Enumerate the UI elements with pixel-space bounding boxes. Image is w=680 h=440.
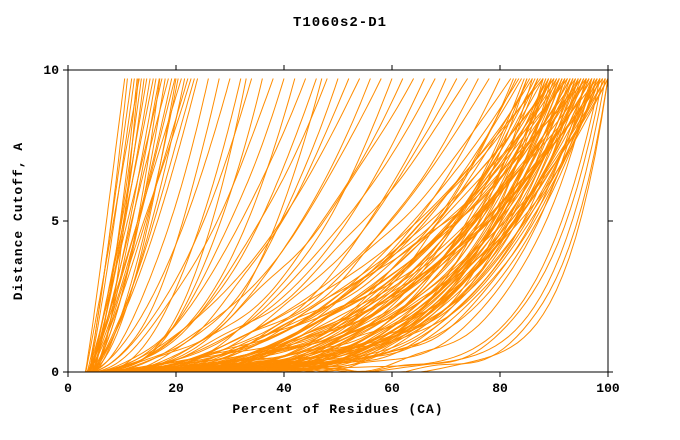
- y-tick-label: 5: [51, 214, 59, 229]
- model-curve: [90, 78, 415, 372]
- model-curve: [90, 78, 177, 372]
- model-curve: [92, 78, 436, 372]
- model-curve: [88, 78, 199, 372]
- model-curve: [85, 78, 140, 372]
- y-tick-label: 0: [51, 365, 59, 380]
- chart-title: T1060s2-D1: [293, 15, 387, 31]
- model-curve: [86, 78, 173, 372]
- model-curve: [86, 78, 590, 372]
- model-curve: [89, 78, 550, 372]
- y-tick-label: 10: [43, 63, 59, 78]
- axis-tick-labels: 0 20 40 60 80 100 0 5 10: [43, 63, 620, 396]
- model-curve: [85, 78, 161, 372]
- model-curve: [94, 78, 587, 372]
- model-curve: [89, 78, 593, 372]
- model-curve: [86, 78, 253, 372]
- model-curve: [90, 78, 574, 372]
- model-curve: [88, 78, 189, 372]
- x-tick-label: 20: [168, 381, 184, 396]
- model-curve: [89, 78, 544, 372]
- model-curve: [86, 78, 182, 372]
- model-curve: [88, 78, 361, 372]
- model-curve: [88, 78, 231, 372]
- x-tick-label: 0: [64, 381, 72, 396]
- model-curve: [84, 78, 126, 372]
- model-curve: [87, 78, 163, 372]
- model-curve: [90, 78, 186, 372]
- model-curve: [91, 78, 587, 372]
- model-curve: [92, 78, 604, 372]
- model-curve: [91, 78, 458, 372]
- model-curves-group: [84, 78, 608, 372]
- model-curve: [92, 78, 169, 372]
- x-tick-label: 60: [384, 381, 400, 396]
- model-curve: [93, 78, 328, 372]
- model-curve: [88, 78, 563, 372]
- model-curve: [91, 78, 285, 372]
- model-curve: [86, 78, 598, 372]
- model-curve: [86, 78, 608, 372]
- x-tick-label: 100: [596, 381, 620, 396]
- x-tick-label: 40: [276, 381, 292, 396]
- y-axis-label: Distance Cutoff, A: [11, 142, 26, 300]
- model-curve: [91, 78, 195, 372]
- model-curve: [95, 78, 192, 372]
- model-curve: [90, 78, 555, 372]
- model-curve: [88, 78, 135, 372]
- model-curve: [87, 78, 382, 372]
- axis-ticks: [63, 65, 613, 377]
- model-curve: [89, 78, 574, 372]
- x-axis-label: Percent of Residues (CA): [232, 402, 443, 417]
- model-curve: [92, 78, 604, 372]
- model-curve: [86, 78, 247, 372]
- model-curve: [89, 78, 133, 372]
- x-tick-label: 80: [492, 381, 508, 396]
- model-curve: [92, 78, 139, 372]
- model-curve: [88, 78, 274, 372]
- model-curve: [92, 78, 601, 372]
- model-curve: [90, 78, 606, 372]
